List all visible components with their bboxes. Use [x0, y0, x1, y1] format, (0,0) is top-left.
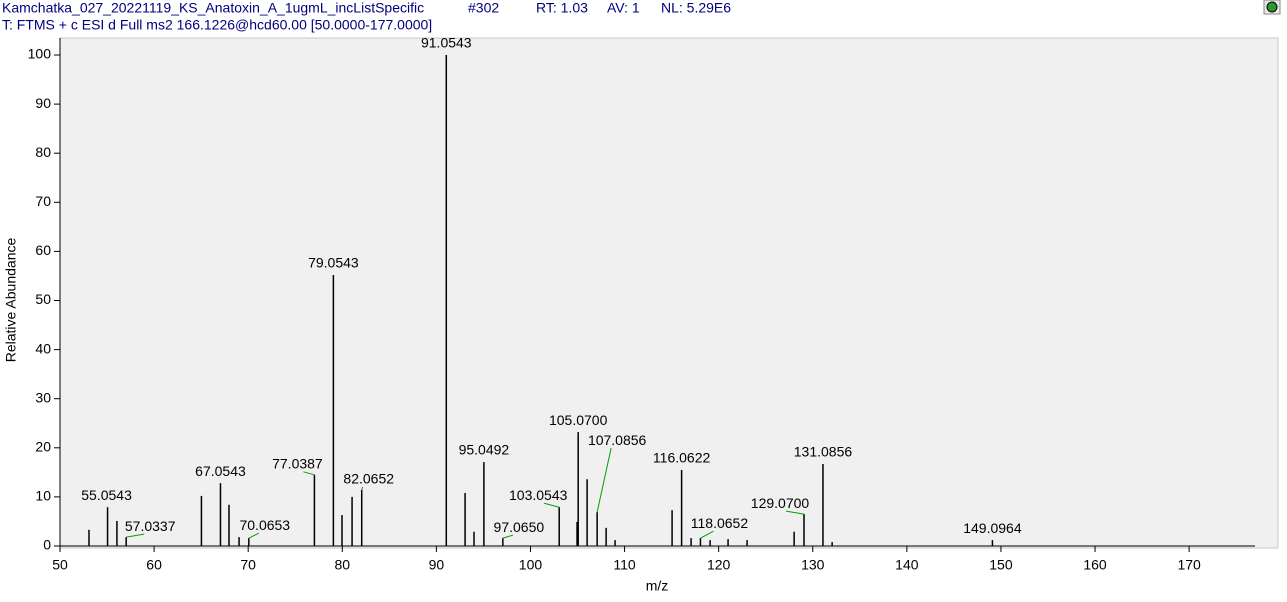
x-tick-label: 140 — [895, 557, 919, 573]
x-tick-label: 90 — [429, 557, 445, 573]
x-tick-label: 150 — [989, 557, 1013, 573]
peak-label: 57.0337 — [125, 518, 176, 534]
x-tick-label: 70 — [240, 557, 256, 573]
x-tick-label: 80 — [334, 557, 350, 573]
x-tick-label: 60 — [146, 557, 162, 573]
peak-label: 97.0650 — [494, 519, 545, 535]
y-tick-label: 30 — [35, 389, 51, 405]
label-leader — [303, 471, 315, 476]
average: AV: 1 — [607, 0, 640, 16]
plot-area — [59, 37, 1279, 549]
peak-label: 103.0543 — [509, 487, 568, 503]
x-tick-label: 160 — [1083, 557, 1107, 573]
y-tick-label: 20 — [35, 439, 51, 455]
peak-label: 55.0543 — [81, 487, 132, 503]
peak-label: 82.0652 — [343, 471, 394, 487]
scan-number: #302 — [468, 0, 499, 16]
y-tick-label: 80 — [35, 144, 51, 160]
peak-label: 131.0856 — [794, 444, 853, 460]
x-tick-label: 170 — [1177, 557, 1201, 573]
peak-label: 91.0543 — [421, 35, 472, 51]
label-leader — [700, 530, 714, 539]
peak-label: 118.0652 — [691, 515, 749, 531]
x-tick-label: 100 — [519, 557, 543, 573]
peak-label: 67.0543 — [195, 463, 246, 479]
label-leader — [785, 510, 805, 515]
peak-label: 79.0543 — [308, 255, 359, 271]
label-leader — [126, 533, 145, 538]
label-leader — [502, 534, 513, 539]
y-tick-label: 0 — [43, 537, 51, 553]
x-tick-label: 120 — [707, 557, 731, 573]
retention-time: RT: 1.03 — [536, 0, 588, 16]
y-tick-label: 70 — [35, 193, 51, 209]
normalization: NL: 5.29E6 — [661, 0, 731, 16]
y-tick-label: 60 — [35, 242, 51, 258]
peak-label: 70.0653 — [239, 517, 290, 533]
scan-filter: T: FTMS + c ESI d Full ms2 166.1226@hcd6… — [2, 17, 432, 33]
label-leader — [596, 448, 612, 513]
peak-label: 116.0622 — [653, 450, 711, 466]
peak-label: 105.0700 — [549, 412, 608, 428]
peak-label: 149.0964 — [963, 520, 1022, 536]
y-tick-label: 50 — [35, 291, 51, 307]
label-leader — [361, 486, 364, 491]
label-leader — [248, 532, 260, 539]
y-tick-label: 90 — [35, 95, 51, 111]
x-tick-label: 130 — [801, 557, 825, 573]
label-leader — [544, 502, 560, 508]
x-tick-label: 110 — [613, 557, 636, 573]
y-tick-label: 40 — [35, 340, 51, 356]
file-name: Kamchatka_027_20221119_KS_Anatoxin_A_1ug… — [2, 0, 424, 16]
pin-icon[interactable] — [1263, 0, 1281, 15]
x-tick-label: 50 — [52, 557, 68, 573]
y-tick-label: 10 — [35, 488, 51, 504]
icon-dot[interactable] — [1266, 1, 1278, 13]
y-tick-label: 100 — [28, 46, 52, 62]
x-axis-title: m/z — [646, 578, 669, 594]
peak-label: 107.0856 — [588, 432, 647, 448]
y-axis-title: Relative Abundance — [3, 238, 19, 363]
peak-label: 95.0492 — [459, 442, 510, 458]
peak-label: 129.0700 — [751, 495, 810, 511]
peak-label: 77.0387 — [272, 456, 323, 472]
